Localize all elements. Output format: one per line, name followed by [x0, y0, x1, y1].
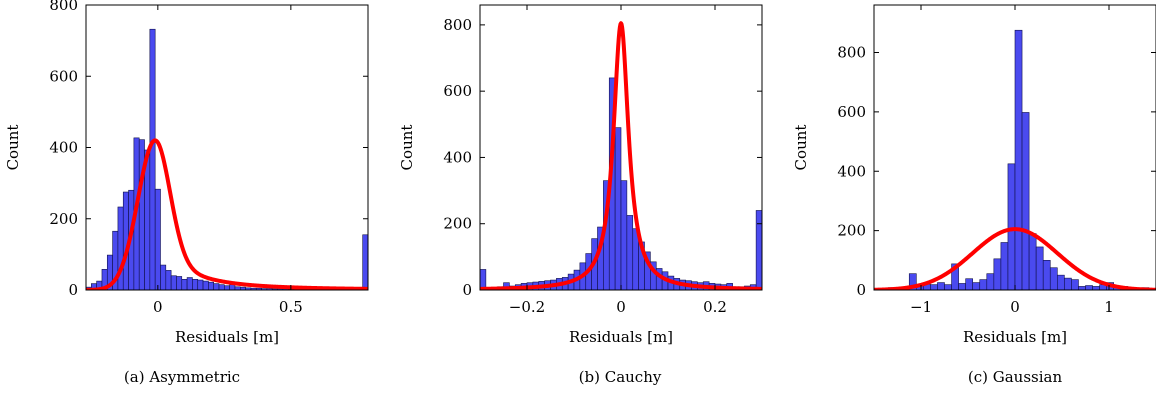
histogram-bar	[192, 279, 199, 290]
histogram-bar	[224, 285, 230, 290]
histogram-bar	[186, 277, 193, 290]
histogram-bar	[197, 279, 204, 290]
histogram-bar	[979, 279, 988, 290]
x-tick-label: −1	[910, 298, 932, 316]
histogram-bar	[1035, 246, 1044, 290]
histogram-bar	[958, 283, 966, 290]
x-tick-label: 0.5	[279, 298, 303, 316]
caption-asymmetric: (a) Asymmetric	[123, 368, 241, 386]
histogram-bar	[972, 282, 981, 290]
histogram-bar	[755, 210, 762, 290]
histogram-bar	[362, 234, 368, 290]
y-tick-label: 400	[837, 162, 866, 180]
y-tick-label: 0	[68, 281, 78, 299]
x-tick-label: 0	[153, 298, 163, 316]
histogram-bar	[1071, 279, 1079, 290]
histogram-bar	[908, 273, 917, 290]
panel-1: −0.2 0 0.2 0 200 400 600 800 Residuals [m] Count	[398, 4, 763, 346]
y-tick-label: 800	[443, 16, 472, 34]
histogram-bar	[626, 215, 634, 290]
y-tick-label: 400	[49, 139, 78, 157]
caption-cauchy: (b) Cauchy	[578, 368, 662, 386]
histogram-bar	[1057, 274, 1065, 290]
histogram-bar	[1064, 277, 1072, 290]
histogram-bar	[218, 284, 225, 290]
x-axis-label: Residuals [m]	[569, 328, 673, 346]
caption-gaussian: (c) Gaussian	[967, 368, 1063, 386]
x-tick-label: 0	[616, 298, 626, 316]
y-axis-label: Count	[4, 125, 22, 171]
y-tick-label: 600	[443, 82, 472, 100]
histogram-bar	[986, 273, 995, 290]
y-tick-label: 0	[856, 281, 866, 299]
y-axis-label: Count	[398, 125, 416, 171]
plot-area	[86, 28, 368, 290]
histogram-bar	[176, 276, 183, 290]
histogram-bar	[1042, 260, 1051, 290]
histogram-bar	[1092, 286, 1100, 290]
panel-2: −1 0 1 0 200 400 600 800 Residuals [m] Count	[792, 4, 1156, 346]
y-tick-label: 800	[49, 0, 78, 14]
panel-0: 0 0.5 0 200 400 600 800 Residuals [m] Count	[4, 0, 369, 346]
histogram-bar	[965, 278, 974, 290]
x-axis-label: Residuals [m]	[963, 328, 1067, 346]
histogram-bar	[208, 281, 214, 290]
fit-curve	[874, 227, 1156, 290]
y-tick-label: 200	[443, 215, 472, 233]
histogram-bar	[993, 258, 1002, 290]
histogram-bar	[181, 279, 188, 290]
x-tick-label: 1	[1104, 298, 1114, 316]
histogram-bar	[1085, 285, 1093, 290]
histogram-bar	[149, 28, 156, 290]
histogram-bar	[944, 284, 952, 290]
y-tick-label: 400	[443, 148, 472, 166]
histogram-bar	[1049, 267, 1058, 290]
histogram-bar	[1028, 233, 1037, 290]
histogram-bar	[1021, 112, 1030, 290]
histogram-bar	[160, 264, 167, 290]
x-tick-label: 0.2	[703, 298, 727, 316]
plot-area	[480, 21, 762, 290]
histogram-bar	[930, 284, 938, 290]
histogram-bar	[1078, 286, 1086, 290]
histogram-bar	[154, 188, 161, 290]
histogram-bar	[951, 263, 959, 290]
histogram-bar	[937, 282, 945, 290]
y-tick-label: 200	[49, 210, 78, 228]
y-tick-label: 0	[462, 281, 472, 299]
plot-area	[874, 29, 1156, 290]
histogram-bar	[202, 280, 209, 290]
histogram-bar	[213, 283, 220, 290]
x-axis-label: Residuals [m]	[175, 328, 279, 346]
histogram-bar	[614, 127, 622, 290]
y-tick-label: 800	[837, 44, 866, 62]
histogram-bar	[229, 284, 236, 290]
y-axis-label: Count	[792, 125, 810, 171]
fit-curve	[86, 138, 368, 290]
histogram-bar	[165, 270, 172, 290]
histogram-bar	[1014, 29, 1023, 290]
y-tick-label: 200	[837, 222, 866, 240]
histogram-bar	[1000, 242, 1009, 290]
histogram-bar	[480, 269, 487, 290]
histogram-bar	[620, 180, 628, 290]
x-tick-label: 0	[1010, 298, 1020, 316]
y-tick-label: 600	[49, 67, 78, 85]
y-tick-label: 600	[837, 103, 866, 121]
x-tick-label: −0.2	[509, 298, 545, 316]
histogram-bar	[1007, 163, 1016, 290]
histogram-bar	[170, 275, 177, 290]
